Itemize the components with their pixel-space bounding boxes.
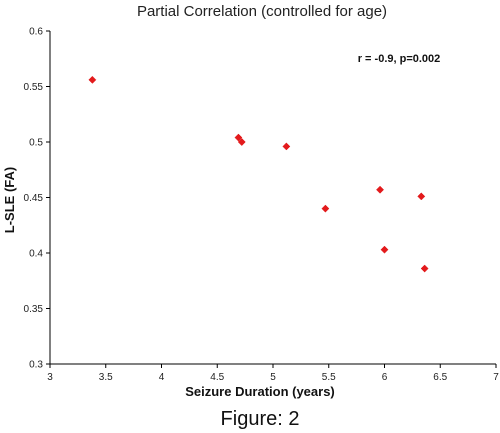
- axes: [49, 31, 496, 365]
- x-tick-label: 5: [270, 372, 276, 383]
- x-ticks: 3 3.5 4 4.5 5 5.5 6 6.5 7: [47, 364, 499, 383]
- y-tick-label: 0.55: [24, 82, 44, 93]
- chart-title: Partial Correlation (controlled for age): [137, 3, 387, 20]
- x-tick-label: 6.5: [433, 372, 447, 383]
- y-tick-label: 0.45: [24, 193, 44, 204]
- y-tick-label: 0.6: [29, 27, 43, 38]
- figure-caption: Figure: 2: [221, 408, 300, 430]
- y-tick-label: 0.5: [29, 138, 43, 149]
- y-tick-label: 0.3: [29, 360, 43, 371]
- x-tick-label: 3: [47, 372, 53, 383]
- x-tick-label: 3.5: [99, 372, 113, 383]
- data-point: [237, 138, 246, 146]
- correlation-annotation: r = -0.9, p=0.002: [358, 53, 441, 65]
- data-point: [420, 264, 429, 273]
- x-tick-label: 4.5: [210, 372, 224, 383]
- x-axis-label: Seizure Duration (years): [185, 384, 335, 399]
- x-tick-label: 6: [382, 372, 388, 383]
- data-point: [234, 133, 243, 142]
- y-tick-label: 0.35: [24, 304, 44, 315]
- y-tick-label: 0.4: [29, 249, 43, 260]
- data-point: [88, 75, 97, 84]
- data-point: [417, 192, 426, 201]
- x-tick-label: 5.5: [322, 372, 336, 383]
- x-tick-label: 4: [159, 372, 165, 383]
- data-point: [380, 245, 389, 254]
- y-ticks: 0.3 0.35 0.4 0.45 0.5 0.55 0.6: [24, 27, 50, 371]
- data-point: [321, 204, 330, 213]
- x-tick-label: 7: [493, 372, 499, 383]
- data-point: [376, 185, 384, 194]
- y-axis-label: L-SLE (FA): [2, 167, 17, 233]
- data-point: [282, 142, 291, 151]
- data-points: [88, 75, 429, 273]
